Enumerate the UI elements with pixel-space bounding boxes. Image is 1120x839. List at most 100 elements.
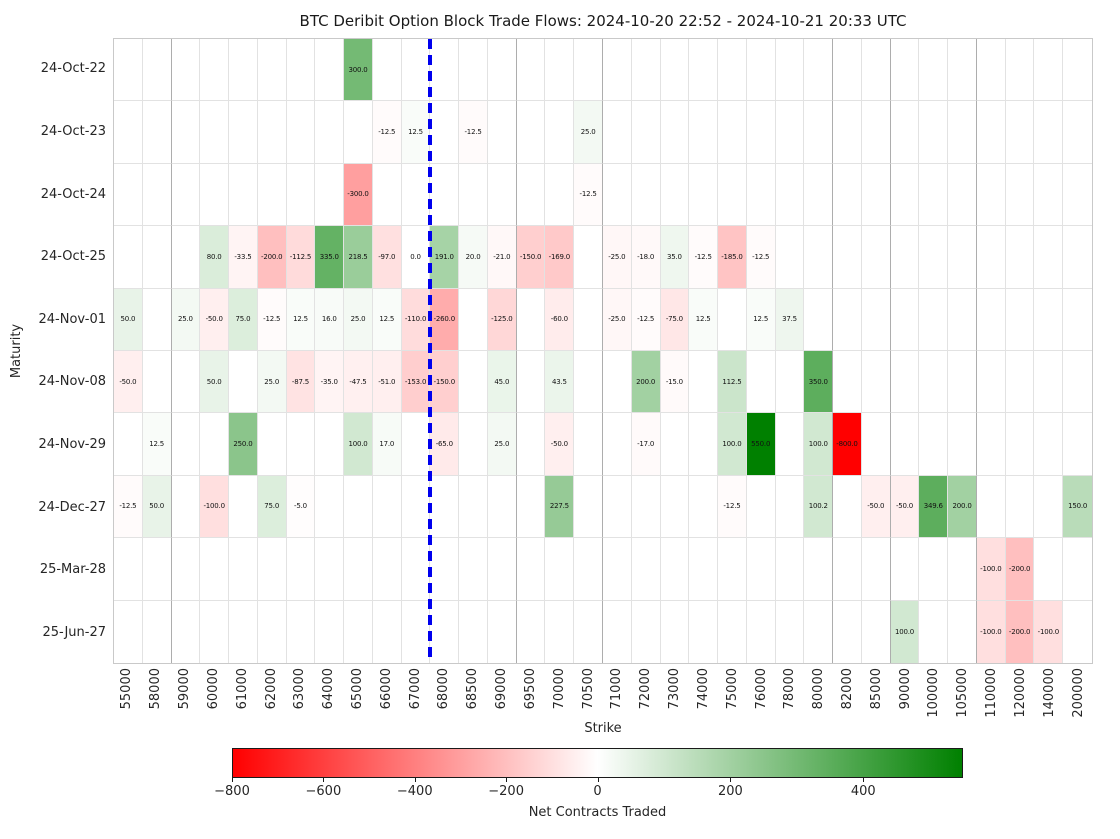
- heatmap-cell: [142, 163, 172, 227]
- heatmap-cell: 20.0: [459, 226, 488, 289]
- heatmap-cell: 37.5: [775, 288, 805, 351]
- heatmap-cell: [1034, 226, 1064, 289]
- heatmap-cell: [1063, 601, 1092, 663]
- heatmap-cell: [574, 600, 603, 663]
- heatmap-cell: [976, 351, 1006, 414]
- heatmap-cell: [257, 101, 287, 164]
- heatmap-grid: 300.0 -12.5 12.5 -12.5 25.0 -300.0 -12.5 80.0 -3…: [114, 39, 1092, 663]
- x-tick-label: 63000: [292, 668, 308, 710]
- heatmap-cell: 300.0: [344, 39, 373, 102]
- heatmap-cell: [229, 538, 258, 601]
- heatmap-cell: 350.0: [804, 351, 834, 414]
- heatmap-cell: [574, 538, 603, 601]
- heatmap-cell: [142, 101, 172, 164]
- heatmap-cell: 45.0: [487, 351, 517, 414]
- x-tick-label: 120000: [1012, 668, 1028, 718]
- heatmap-cell: -50.0: [890, 475, 920, 539]
- heatmap-cell: [315, 39, 345, 102]
- heatmap-cell: [660, 538, 690, 601]
- heatmap-cell: [746, 163, 776, 227]
- heatmap-cell: [919, 39, 949, 102]
- heatmap-cell: [976, 39, 1006, 102]
- heatmap-cell: [114, 39, 143, 102]
- x-tick-label: 62000: [263, 668, 279, 710]
- heatmap-cell: [718, 101, 747, 164]
- heatmap-cell: [948, 101, 977, 164]
- heatmap-cell: [229, 600, 258, 663]
- heatmap-cell: [286, 413, 316, 476]
- colorbar-tick-label: 200: [717, 784, 743, 799]
- heatmap-cell: -50.0: [114, 351, 143, 414]
- x-tick-label: 66000: [378, 668, 394, 710]
- heatmap-cell: 150.0: [1063, 475, 1092, 539]
- heatmap-cell: 50.0: [142, 475, 172, 539]
- heatmap-cell: [171, 538, 201, 601]
- heatmap-cell: 75.0: [229, 288, 258, 351]
- heatmap-cell: [171, 101, 201, 164]
- y-tick-label: 25-Mar-28: [39, 562, 106, 577]
- heatmap-cell: [142, 288, 172, 351]
- x-tick-label: 58000: [148, 668, 164, 710]
- colorbar-tick-label: 0: [593, 784, 602, 799]
- heatmap-cell: [833, 600, 862, 663]
- y-tick-label: 24-Nov-29: [38, 437, 107, 452]
- heatmap-cell: [631, 538, 661, 601]
- heatmap-cell: [1005, 351, 1035, 414]
- heatmap-cell: [372, 163, 402, 227]
- heatmap-cell: [861, 351, 891, 414]
- heatmap-cell: 12.5: [286, 288, 316, 351]
- heatmap-cell: -800.0: [833, 413, 862, 476]
- x-tick-label: 70500: [580, 668, 596, 710]
- heatmap-cell: 80.0: [200, 226, 230, 289]
- heatmap-cell: -150.0: [430, 351, 460, 414]
- heatmap-cell: [229, 351, 258, 414]
- heatmap-cell: [689, 163, 719, 227]
- heatmap-cell: [430, 39, 460, 102]
- heatmap-cell: [1063, 351, 1092, 414]
- y-tick-label: 24-Oct-25: [40, 249, 106, 264]
- heatmap-cell: 227.5: [545, 475, 575, 539]
- heatmap-cell: [861, 226, 891, 289]
- heatmap-cell: [890, 101, 920, 164]
- x-axis-tick-labels: 55000 58000 59000 60000 61000 62000 63000 64000…: [113, 664, 1093, 728]
- heatmap-cell: [833, 351, 862, 414]
- heatmap-cell: [689, 101, 719, 164]
- heatmap-cell: 25.0: [487, 413, 517, 476]
- heatmap-cell: [660, 39, 690, 102]
- heatmap-cell: [919, 600, 949, 663]
- heatmap-cell: [229, 163, 258, 227]
- heatmap-cell: [373, 600, 402, 663]
- x-tick-label: 105000: [955, 668, 971, 718]
- heatmap-cell: [372, 538, 402, 601]
- heatmap-cell: [861, 163, 891, 227]
- heatmap-cell: [661, 600, 690, 663]
- heatmap-cell: [516, 101, 546, 164]
- heatmap-cell: [689, 475, 719, 539]
- heatmap-cell: [172, 600, 201, 663]
- heatmap-cell: [804, 39, 834, 102]
- heatmap-cell: [775, 163, 805, 227]
- heatmap-cell: [114, 600, 143, 663]
- heatmap-cell: [1063, 226, 1092, 289]
- heatmap-cell: [718, 39, 747, 102]
- spot-price-line: [428, 39, 433, 663]
- heatmap-cell: [861, 101, 891, 164]
- heatmap-cell: [718, 163, 747, 227]
- heatmap-cell: [804, 101, 834, 164]
- x-tick-label: 74000: [695, 668, 711, 710]
- x-tick-label: 70000: [551, 668, 567, 710]
- heatmap-cell: [574, 39, 603, 102]
- heatmap-cell: [1034, 163, 1064, 227]
- heatmap-cell: [229, 101, 258, 164]
- colorbar-tickmark: [506, 778, 508, 782]
- heatmap-cell: 112.5: [718, 351, 747, 414]
- heatmap-cell: [861, 39, 891, 102]
- x-tick-label: 90000: [897, 668, 913, 710]
- heatmap-cell: [315, 101, 345, 164]
- heatmap-cell: [976, 163, 1006, 227]
- heatmap-cell: -97.0: [372, 226, 402, 289]
- heatmap-cell: 12.5: [372, 288, 402, 351]
- heatmap-cell: -17.0: [631, 413, 661, 476]
- heatmap-cell: [574, 351, 603, 414]
- heatmap-cell: 25.0: [574, 101, 603, 164]
